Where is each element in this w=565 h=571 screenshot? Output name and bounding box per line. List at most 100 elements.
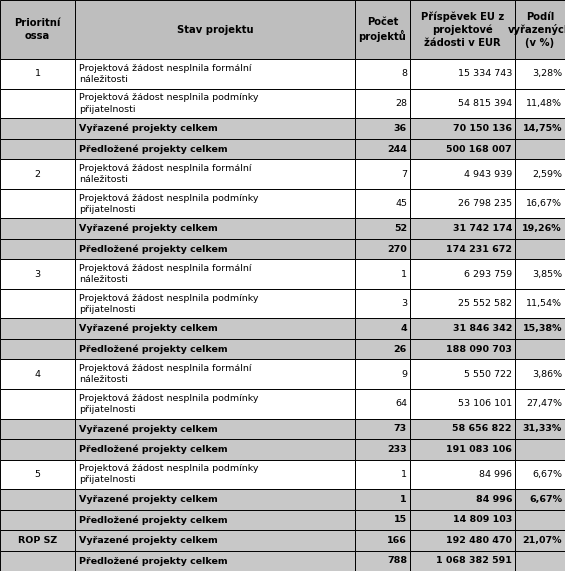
Bar [75,239,355,259]
Bar [0,530,75,550]
Bar [75,359,355,389]
Bar [410,218,515,239]
Bar [515,289,565,319]
Text: 4 943 939: 4 943 939 [464,170,512,179]
Bar [355,239,410,259]
Text: 70 150 136: 70 150 136 [453,124,512,133]
Text: 500 168 007: 500 168 007 [446,144,512,154]
Text: 6,67%: 6,67% [532,470,562,479]
Bar [75,319,355,339]
Text: 73: 73 [394,424,407,433]
Text: 25 552 582: 25 552 582 [458,299,512,308]
Text: 4: 4 [401,324,407,333]
Text: 15: 15 [394,515,407,524]
Text: 5 550 722: 5 550 722 [464,369,512,379]
Bar [410,489,515,509]
Text: Projektová žádost nesplnila podmínky
přijatelnosti: Projektová žádost nesplnila podmínky při… [79,94,259,114]
Text: 26: 26 [394,345,407,353]
Text: 1: 1 [401,470,407,479]
Text: 5: 5 [34,470,41,479]
Text: 166: 166 [387,536,407,545]
Bar [410,0,515,59]
Bar [515,530,565,550]
Bar [355,359,410,389]
Text: 3,28%: 3,28% [532,70,562,78]
Text: 788: 788 [387,556,407,565]
Bar [410,339,515,359]
Text: 45: 45 [395,199,407,208]
Text: 3,85%: 3,85% [532,270,562,279]
Text: Předložené projekty celkem: Předložené projekty celkem [79,244,228,254]
Text: 11,48%: 11,48% [526,99,562,108]
Bar [515,89,565,118]
Bar [410,530,515,550]
Bar [410,239,515,259]
Bar [75,59,355,89]
Text: 191 083 106: 191 083 106 [446,445,512,454]
Bar [75,139,355,159]
Text: 4: 4 [34,369,41,379]
Bar [355,118,410,139]
Text: 31 846 342: 31 846 342 [453,324,512,333]
Bar [75,419,355,439]
Bar [515,419,565,439]
Bar [0,0,75,59]
Bar [0,189,75,218]
Text: 58 656 822: 58 656 822 [453,424,512,433]
Text: 54 815 394: 54 815 394 [458,99,512,108]
Bar [410,159,515,189]
Bar [75,259,355,289]
Text: 15 334 743: 15 334 743 [458,70,512,78]
Text: 1: 1 [34,70,41,78]
Bar [515,339,565,359]
Text: Vyřazené projekty celkem: Vyřazené projekty celkem [79,424,218,433]
Text: 14,75%: 14,75% [523,124,562,133]
Bar [515,189,565,218]
Text: 2: 2 [34,170,41,179]
Text: Projektová žádost nesplnila podmínky
přijatelnosti: Projektová žádost nesplnila podmínky při… [79,464,259,484]
Text: Projektová žádost nesplnila formální
náležitosti: Projektová žádost nesplnila formální nál… [79,64,251,84]
Text: Počet
projektů: Počet projektů [359,17,406,42]
Bar [0,359,75,389]
Bar [75,89,355,118]
Text: ROP SZ: ROP SZ [18,536,57,545]
Text: Stav projektu: Stav projektu [177,25,253,35]
Bar [355,218,410,239]
Bar [0,89,75,118]
Bar [0,439,75,460]
Text: 3,86%: 3,86% [532,369,562,379]
Text: Projektová žádost nesplnila formální
náležitosti: Projektová žádost nesplnila formální nál… [79,264,251,284]
Bar [355,139,410,159]
Text: 1: 1 [401,270,407,279]
Text: 270: 270 [387,244,407,254]
Bar [355,89,410,118]
Bar [515,550,565,571]
Text: 31 742 174: 31 742 174 [453,224,512,233]
Text: 84 996: 84 996 [479,470,512,479]
Text: 3: 3 [34,270,41,279]
Text: Projektová žádost nesplnila podmínky
přijatelnosti: Projektová žádost nesplnila podmínky při… [79,394,259,414]
Bar [75,0,355,59]
Bar [410,460,515,489]
Bar [75,218,355,239]
Text: Předložené projekty celkem: Předložené projekty celkem [79,515,228,525]
Bar [0,339,75,359]
Bar [75,289,355,319]
Bar [515,509,565,530]
Bar [355,550,410,571]
Bar [0,389,75,419]
Text: 26 798 235: 26 798 235 [458,199,512,208]
Bar [355,389,410,419]
Text: 21,07%: 21,07% [523,536,562,545]
Bar [0,509,75,530]
Bar [355,289,410,319]
Bar [0,550,75,571]
Text: Vyřazené projekty celkem: Vyřazené projekty celkem [79,536,218,545]
Text: Vyřazené projekty celkem: Vyřazené projekty celkem [79,124,218,133]
Bar [75,530,355,550]
Text: Projektová žádost nesplnila formální
náležitosti: Projektová žádost nesplnila formální nál… [79,164,251,184]
Bar [410,550,515,571]
Bar [75,339,355,359]
Text: Projektová žádost nesplnila formální
náležitosti: Projektová žádost nesplnila formální nál… [79,364,251,384]
Bar [355,339,410,359]
